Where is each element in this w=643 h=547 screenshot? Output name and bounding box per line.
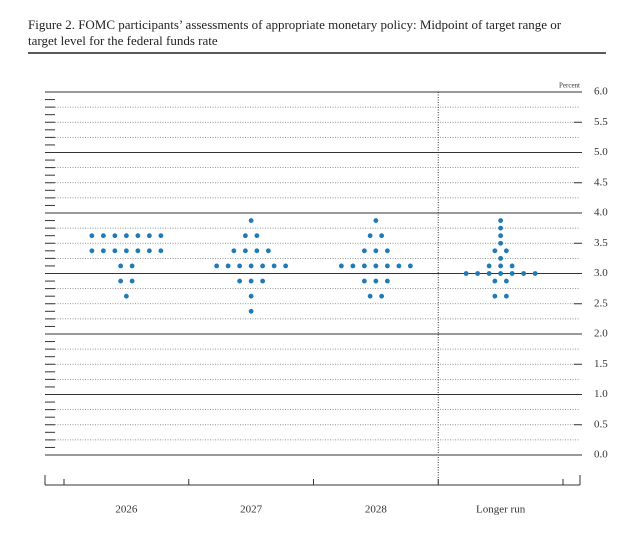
dot [384,263,390,269]
dot [146,248,152,254]
dot [271,263,277,269]
dot [503,248,509,254]
dot [118,263,124,269]
y-tick-label: 4.0 [594,207,608,219]
y-tick-label: 2.0 [594,328,608,340]
dot [532,271,538,276]
dot [521,271,527,276]
y-tick-label: 4.5 [594,176,608,188]
dot [265,248,271,254]
dot [492,293,498,299]
dot [248,308,254,314]
x-tick-label: 2028 [365,504,388,516]
dot [498,271,504,276]
dot [367,233,373,239]
dot [361,248,367,254]
dot [135,248,141,254]
dot [509,271,515,276]
chart-title: Figure 2. FOMC participants’ assessments… [28,17,562,48]
dot [384,248,390,254]
y-tick-label: 3.0 [594,267,608,279]
dot [123,233,129,239]
dot [135,233,141,239]
dot [118,278,124,284]
dot [112,248,118,254]
y-tick-label: 1.0 [594,388,608,400]
dot [254,248,260,254]
y-tick-label: 6.0 [594,86,608,98]
dot [260,263,266,269]
dot [158,248,164,254]
x-tick-label: 2027 [240,504,263,516]
y-tick-label: 0.0 [594,449,608,461]
y-tick-label: 2.5 [594,297,608,309]
dot [475,271,481,276]
dot [373,278,379,284]
dot [509,263,515,269]
dot [338,263,344,269]
dot [486,271,492,276]
dot [158,233,164,239]
y-tick-label: 5.0 [594,146,608,158]
dot [248,218,254,223]
dot [254,233,260,239]
dot [498,233,504,239]
dot [248,293,254,299]
dot [498,263,504,269]
dot [260,278,266,284]
dot [492,248,498,254]
y-tick-label: 5.5 [594,116,608,128]
dot [214,263,220,269]
dot [129,263,135,269]
dot [463,271,469,276]
dot [503,278,509,284]
y-tick-label: 0.5 [594,418,608,430]
dot [373,263,379,269]
dot [384,278,390,284]
dot [231,248,237,254]
dot [129,278,135,284]
dot [361,278,367,284]
dot [146,233,152,239]
dot [237,278,243,284]
dot [503,293,509,299]
dot [396,263,402,269]
dot [379,233,385,239]
y-tick-label: 1.5 [594,358,608,370]
dot [498,218,504,223]
dot [242,248,248,254]
dot [407,263,413,269]
dot [248,263,254,269]
dot [361,263,367,269]
dot [225,263,231,269]
dot [498,240,504,246]
x-tick-label: Longer run [476,504,526,516]
dot [248,278,254,284]
dot [123,248,129,254]
dot [100,233,106,239]
y-unit: Percent [559,82,580,90]
dot [498,225,504,231]
dot [373,248,379,254]
dot [379,293,385,299]
dot [89,233,95,239]
dot [100,248,106,254]
dot [350,263,356,269]
dot [237,263,243,269]
dot [123,293,129,299]
dot [367,293,373,299]
dot [492,278,498,284]
dot [89,248,95,254]
dot [498,255,504,261]
x-tick-label: 2026 [115,504,138,516]
dot [373,218,379,223]
dot [283,263,289,269]
dot [486,263,492,269]
dot [112,233,118,239]
y-tick-label: 3.5 [594,237,608,249]
dot [242,233,248,239]
